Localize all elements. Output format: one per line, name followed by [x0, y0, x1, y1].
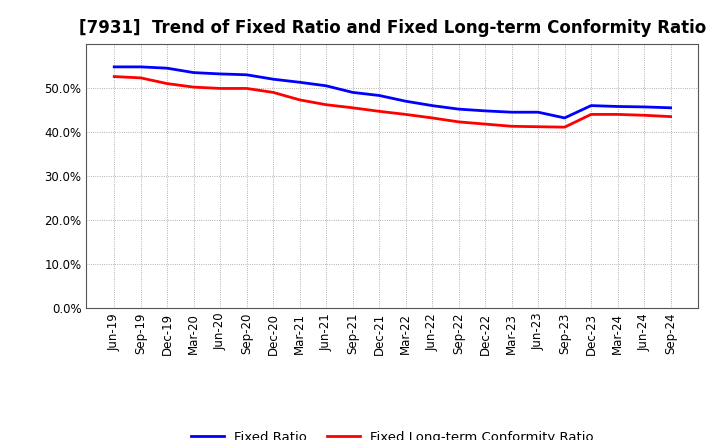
Fixed Long-term Conformity Ratio — [508, 124, 516, 129]
Fixed Long-term Conformity Ratio — [481, 121, 490, 127]
Fixed Ratio — [189, 70, 198, 75]
Line: Fixed Long-term Conformity Ratio: Fixed Long-term Conformity Ratio — [114, 77, 670, 127]
Fixed Long-term Conformity Ratio — [295, 97, 304, 103]
Fixed Long-term Conformity Ratio — [136, 75, 145, 81]
Fixed Ratio — [295, 80, 304, 85]
Fixed Ratio — [428, 103, 436, 108]
Fixed Ratio — [560, 115, 569, 121]
Fixed Ratio — [613, 104, 622, 109]
Fixed Long-term Conformity Ratio — [243, 86, 251, 91]
Fixed Long-term Conformity Ratio — [613, 112, 622, 117]
Fixed Ratio — [216, 71, 225, 77]
Fixed Long-term Conformity Ratio — [454, 119, 463, 125]
Fixed Long-term Conformity Ratio — [534, 124, 542, 129]
Line: Fixed Ratio: Fixed Ratio — [114, 67, 670, 118]
Fixed Ratio — [269, 77, 277, 82]
Fixed Ratio — [508, 110, 516, 115]
Legend: Fixed Ratio, Fixed Long-term Conformity Ratio: Fixed Ratio, Fixed Long-term Conformity … — [186, 425, 599, 440]
Fixed Long-term Conformity Ratio — [216, 86, 225, 91]
Fixed Ratio — [401, 99, 410, 104]
Fixed Long-term Conformity Ratio — [401, 112, 410, 117]
Fixed Long-term Conformity Ratio — [189, 84, 198, 90]
Fixed Long-term Conformity Ratio — [110, 74, 119, 79]
Fixed Long-term Conformity Ratio — [322, 102, 330, 107]
Fixed Long-term Conformity Ratio — [163, 81, 171, 86]
Fixed Long-term Conformity Ratio — [375, 109, 384, 114]
Fixed Long-term Conformity Ratio — [428, 115, 436, 121]
Fixed Ratio — [587, 103, 595, 108]
Fixed Long-term Conformity Ratio — [640, 113, 649, 118]
Fixed Ratio — [163, 66, 171, 71]
Fixed Ratio — [322, 83, 330, 88]
Fixed Ratio — [243, 72, 251, 77]
Fixed Long-term Conformity Ratio — [587, 112, 595, 117]
Fixed Ratio — [375, 93, 384, 98]
Fixed Ratio — [640, 104, 649, 110]
Fixed Ratio — [534, 110, 542, 115]
Fixed Ratio — [666, 105, 675, 110]
Fixed Long-term Conformity Ratio — [666, 114, 675, 119]
Title: [7931]  Trend of Fixed Ratio and Fixed Long-term Conformity Ratio: [7931] Trend of Fixed Ratio and Fixed Lo… — [78, 19, 706, 37]
Fixed Long-term Conformity Ratio — [560, 125, 569, 130]
Fixed Ratio — [136, 64, 145, 70]
Fixed Ratio — [481, 108, 490, 114]
Fixed Ratio — [454, 106, 463, 112]
Fixed Ratio — [110, 64, 119, 70]
Fixed Long-term Conformity Ratio — [269, 90, 277, 95]
Fixed Long-term Conformity Ratio — [348, 105, 357, 110]
Fixed Ratio — [348, 90, 357, 95]
